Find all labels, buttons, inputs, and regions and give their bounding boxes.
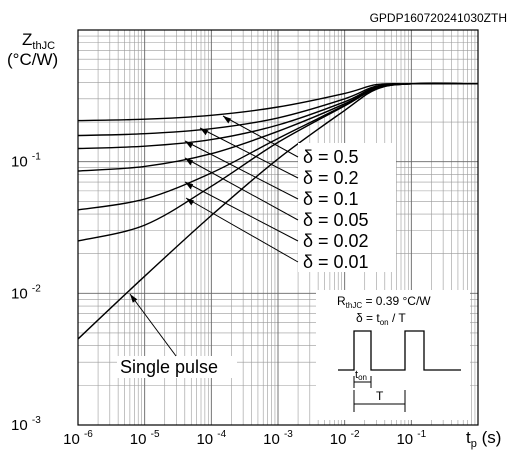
arrow-head-0 [223,116,232,124]
legend-label-5: δ = 0.01 [303,252,369,272]
ton-label: ton [355,369,367,382]
legend-label-3: δ = 0.05 [303,210,369,230]
x-tick-label-4: 10 -2 [330,429,360,448]
y-axis-title: ZthJC [22,30,55,52]
x-axis-title: tp (s) [466,428,501,450]
y-tick-label-2: 10 -3 [11,415,41,434]
period-label: T [376,389,384,403]
arrow-head-2 [185,141,194,149]
legend-arrows [184,115,299,263]
inset-rthjc: RthJC = 0.39 °C/W [337,294,431,310]
arrow-0 [222,115,299,158]
curves [77,82,479,340]
legend-label-1: δ = 0.2 [303,168,359,188]
y-tick-labels: 10 -1 10 -2 10 -3 [11,152,41,434]
single-pulse-label: Single pulse [120,357,218,377]
arrow-3 [184,157,299,221]
pulse-waveform [338,330,461,371]
x-tick-label-3: 10 -3 [263,429,293,448]
x-tick-label-1: 10 -5 [130,429,160,448]
legend-box [298,143,396,272]
single-pulse-bg [117,356,237,378]
x-tick-label-0: 10 -6 [63,429,93,448]
single-pulse-arrow [129,293,177,357]
arrow-head-3 [185,158,194,166]
x-tick-label-5: 10 -1 [396,429,426,448]
single-pulse-arrow-head [130,294,138,303]
y-tick-label-0: 10 -1 [11,152,41,171]
series-line-6 [77,82,479,340]
legend-label-0: δ = 0.5 [303,147,359,167]
x-tick-label-2: 10 -4 [196,429,226,448]
arrow-head-1 [200,128,209,136]
legend-label-4: δ = 0.02 [303,231,369,251]
inset-delta-def: δ = ton / T [356,311,406,327]
arrow-head-5 [186,198,195,206]
x-tick-labels: 10 -6 10 -5 10 -4 10 -3 10 -2 10 -1 [63,429,427,448]
y-axis-unit: (°C/W) [7,50,58,69]
arrow-5 [185,197,299,263]
arrow-4 [184,181,299,242]
arrow-head-4 [185,182,194,190]
y-tick-label-1: 10 -2 [11,283,41,302]
arrow-2 [184,140,299,200]
arrow-1 [199,127,299,179]
inset-box [316,290,470,420]
plot-frame [77,29,479,426]
doc-id: GPDP160720241030ZTH [370,11,507,25]
legend-label-2: δ = 0.1 [303,189,359,209]
